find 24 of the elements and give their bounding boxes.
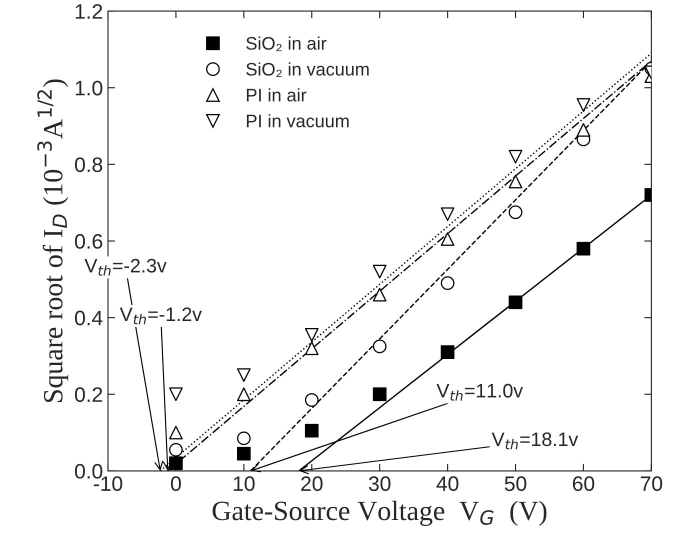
y-tick-label: 0.8 [74, 157, 102, 172]
legend-label: SiO₂ in air [246, 36, 326, 52]
legend-label: SiO₂ in vacuum [246, 62, 369, 78]
annotation: V$_{th}$=11.0v [436, 384, 523, 401]
annotation: V$_{th}$=-2.3v [84, 258, 167, 276]
x-tick-label: 30 [368, 476, 390, 492]
y-tick-label: 0.4 [74, 310, 103, 326]
x-tick-label: 20 [301, 476, 323, 492]
legend-label: PI in vacuum [246, 114, 349, 128]
y-axis-title: Square root of I$_{D}$ (10$^{−3}$A$^{1/2}$) [37, 79, 68, 402]
annotation: V$_{th}$=-1.2v [120, 307, 202, 324]
y-tick-label: 0.2 [74, 387, 102, 402]
x-tick-label: 10 [234, 476, 255, 492]
y-tick-label: 1.2 [76, 4, 102, 19]
y-tick-label: 0.6 [74, 234, 102, 249]
x-tick-label: 70 [640, 476, 662, 492]
x-tick-label: 50 [504, 476, 526, 492]
x-tick-label: 0 [170, 476, 181, 492]
x-axis-title: Gate-Source Voltage V$_{G}$ (V) [212, 500, 546, 526]
annotation: V$_{th}$=18.1v [492, 432, 578, 450]
y-tick-label: 1.0 [76, 80, 102, 96]
x-tick-label: 40 [436, 476, 458, 492]
legend-label: PI in air [246, 88, 306, 102]
x-tick-label: 60 [572, 476, 594, 492]
